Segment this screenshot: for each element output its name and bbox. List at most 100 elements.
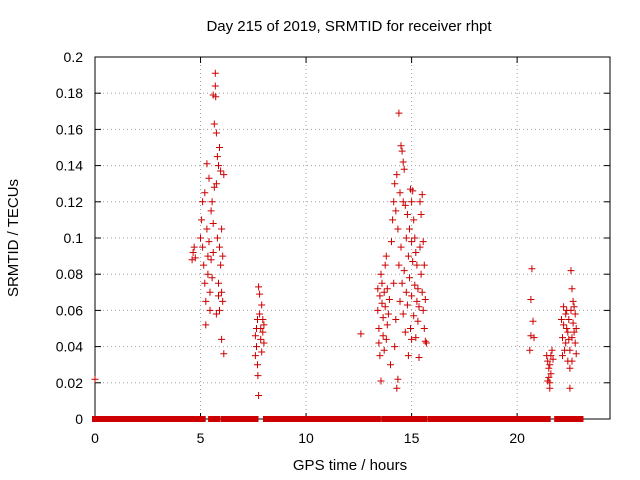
data-point xyxy=(407,325,414,332)
data-point xyxy=(207,256,215,264)
data-point xyxy=(396,297,404,305)
data-point xyxy=(253,325,260,332)
data-point xyxy=(202,297,210,305)
data-point xyxy=(420,325,428,332)
data-point xyxy=(254,361,261,369)
data-point xyxy=(202,321,210,329)
data-point xyxy=(197,234,204,242)
data-point xyxy=(402,234,410,242)
data-point xyxy=(408,335,416,343)
zero-value-segment xyxy=(554,416,569,422)
zero-baseline xyxy=(92,416,584,422)
data-point xyxy=(211,82,219,90)
y-tick-label: 0.2 xyxy=(64,49,84,65)
data-point xyxy=(559,334,566,342)
data-point xyxy=(383,321,391,329)
plot-frame xyxy=(94,56,611,420)
data-point xyxy=(403,211,411,218)
y-tick-label: 0.12 xyxy=(56,194,83,210)
data-point xyxy=(414,285,422,293)
data-point xyxy=(567,267,575,275)
y-tick-label: 0.1 xyxy=(64,230,84,246)
data-point xyxy=(256,290,264,298)
data-point xyxy=(255,392,263,399)
data-point xyxy=(422,339,430,347)
data-point xyxy=(205,238,213,246)
data-point xyxy=(251,332,259,340)
data-point xyxy=(562,339,570,347)
data-point xyxy=(571,310,579,318)
data-point xyxy=(418,191,426,199)
data-point xyxy=(399,310,407,318)
data-point xyxy=(377,377,385,385)
data-point xyxy=(190,243,198,251)
data-point xyxy=(527,332,535,340)
data-point xyxy=(417,270,425,278)
data-point xyxy=(409,258,417,265)
data-point xyxy=(380,288,388,296)
data-point xyxy=(257,335,265,343)
data-point xyxy=(200,261,208,269)
data-point xyxy=(212,129,220,137)
zero-value-segment xyxy=(165,416,206,422)
data-point xyxy=(383,285,391,293)
data-point xyxy=(404,352,412,360)
data-point xyxy=(207,207,215,215)
data-point xyxy=(374,306,382,314)
zero-value-segment xyxy=(208,416,221,422)
data-point xyxy=(203,160,211,168)
data-point xyxy=(384,310,392,318)
data-point xyxy=(209,249,217,256)
data-point xyxy=(563,325,571,332)
data-point xyxy=(391,343,399,351)
data-point xyxy=(255,283,263,291)
data-point xyxy=(565,316,573,323)
data-point xyxy=(259,328,267,336)
data-point xyxy=(413,261,421,269)
data-point xyxy=(410,312,418,320)
data-point xyxy=(400,267,408,275)
data-point xyxy=(213,234,221,242)
zero-value-segment xyxy=(566,416,578,422)
x-tick-label: 10 xyxy=(298,430,314,446)
x-axis-label: GPS time / hours xyxy=(293,457,407,474)
data-point xyxy=(549,355,557,363)
data-point xyxy=(413,297,421,305)
data-point xyxy=(218,225,226,233)
data-point xyxy=(416,243,424,251)
y-tick-label: 0.08 xyxy=(56,266,83,282)
zero-value-segment xyxy=(576,416,584,422)
data-point xyxy=(382,335,390,343)
data-point xyxy=(209,220,217,227)
data-point xyxy=(216,144,223,151)
data-point xyxy=(568,357,576,365)
data-point xyxy=(395,261,403,269)
data-point xyxy=(397,142,405,150)
data-point xyxy=(545,373,553,381)
data-point xyxy=(218,335,226,343)
data-point xyxy=(396,189,404,197)
data-point xyxy=(390,198,398,206)
data-point xyxy=(562,310,570,318)
data-point xyxy=(566,364,574,372)
data-point xyxy=(526,346,534,354)
zero-value-segment xyxy=(540,416,551,422)
data-point xyxy=(206,288,214,296)
data-point xyxy=(544,377,552,385)
data-point xyxy=(382,252,390,260)
data-point xyxy=(381,303,389,311)
data-point xyxy=(212,93,220,101)
x-tick-label: 5 xyxy=(197,430,205,446)
data-point xyxy=(560,303,568,311)
data-point xyxy=(392,207,400,215)
data-point xyxy=(217,261,225,269)
data-point xyxy=(570,328,578,336)
data-point xyxy=(567,306,575,314)
data-point xyxy=(568,334,576,342)
data-point xyxy=(566,384,574,392)
data-point xyxy=(393,171,401,179)
x-tick-label: 20 xyxy=(509,430,525,446)
data-point xyxy=(398,147,406,155)
data-point xyxy=(529,317,537,325)
